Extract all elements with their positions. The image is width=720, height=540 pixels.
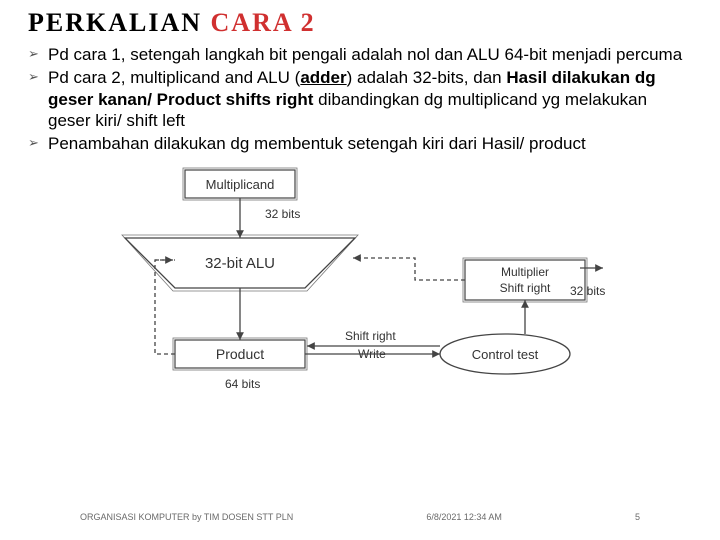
bullet-item: ➢ Pd cara 2, multiplicand and ALU (adder… — [28, 67, 692, 131]
footer-left: ORGANISASI KOMPUTER by TIM DOSEN STT PLN — [80, 512, 293, 522]
svg-text:32-bit ALU: 32-bit ALU — [205, 255, 275, 272]
chevron-icon: ➢ — [28, 135, 39, 151]
svg-text:Shift right: Shift right — [345, 329, 396, 343]
bullet-text: Pd cara 2, multiplicand and ALU (adder) … — [48, 68, 656, 130]
svg-text:64 bits: 64 bits — [225, 377, 260, 391]
svg-text:Multiplier: Multiplier — [501, 265, 549, 279]
bullet-item: ➢ Pd cara 1, setengah langkah bit pengal… — [28, 44, 692, 65]
bullet-text: Penambahan dilakukan dg membentuk seteng… — [48, 134, 586, 153]
multiplication-diagram: Multiplicand 32-bit ALU Product Multiplier S… — [95, 160, 625, 410]
svg-text:Shift right: Shift right — [500, 281, 551, 295]
title-part2: CARA 2 — [211, 8, 316, 37]
svg-text:Control test: Control test — [472, 347, 539, 362]
svg-text:Product: Product — [216, 346, 264, 362]
slide-container: PERKALIAN CARA 2 ➢ Pd cara 1, setengah l… — [0, 0, 720, 410]
bullet-text: Pd cara 1, setengah langkah bit pengali … — [48, 45, 682, 64]
slide-title: PERKALIAN CARA 2 — [28, 8, 692, 38]
footer-right: 5 — [635, 512, 640, 522]
slide-footer: ORGANISASI KOMPUTER by TIM DOSEN STT PLN… — [0, 512, 720, 522]
chevron-icon: ➢ — [28, 69, 39, 85]
svg-text:32 bits: 32 bits — [570, 284, 605, 298]
bullet-item: ➢ Penambahan dilakukan dg membentuk sete… — [28, 133, 692, 154]
chevron-icon: ➢ — [28, 46, 39, 62]
footer-center: 6/8/2021 12:34 AM — [426, 512, 502, 522]
diagram-container: Multiplicand 32-bit ALU Product Multiplier S… — [28, 160, 692, 410]
title-part1: PERKALIAN — [28, 8, 202, 37]
svg-text:Multiplicand: Multiplicand — [206, 177, 275, 192]
bullet-list: ➢ Pd cara 1, setengah langkah bit pengal… — [28, 44, 692, 154]
svg-text:32 bits: 32 bits — [265, 207, 300, 221]
